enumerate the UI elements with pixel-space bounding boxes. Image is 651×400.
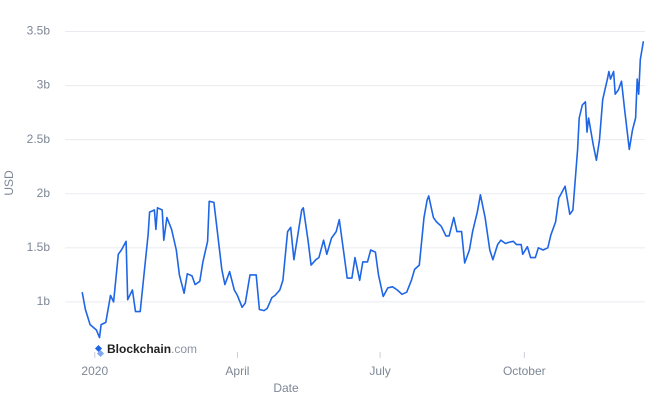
y-tick-label: 3.5b (27, 24, 51, 38)
x-tick-label: 2020 (81, 364, 108, 378)
y-tick-label: 2b (37, 186, 51, 200)
watermark-name: Blockchain.com (107, 342, 197, 356)
y-tick-label: 1.5b (27, 240, 51, 254)
y-tick-label: 2.5b (27, 132, 51, 146)
y-axis-label: USD (2, 170, 16, 196)
plot: 1b 1.5b 2b 2.5b 3b 3.5b 2020 April July October (27, 24, 645, 378)
data-line (81, 41, 645, 339)
watermark: Blockchain.com (94, 342, 197, 358)
y-tick-label: 3b (37, 78, 51, 92)
x-axis-label: Date (273, 381, 299, 395)
x-tick-label: October (503, 364, 546, 378)
watermark-icon (96, 349, 105, 358)
y-tick-label: 1b (37, 294, 51, 308)
x-tick-label: July (369, 364, 390, 378)
x-tick-label: April (225, 364, 249, 378)
